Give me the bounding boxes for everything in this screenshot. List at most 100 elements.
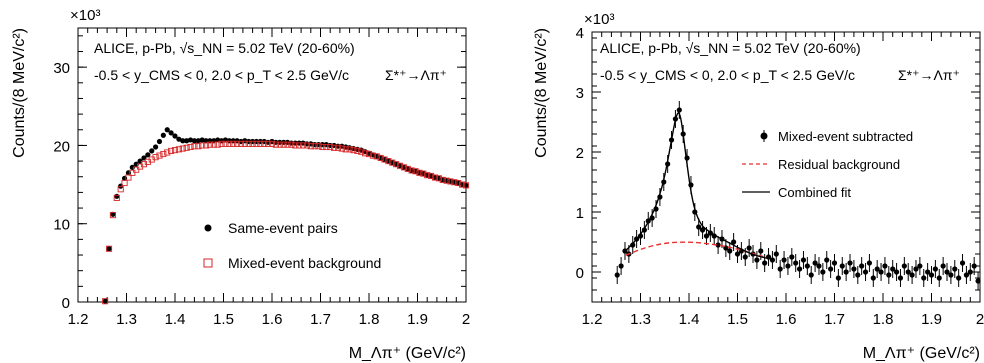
left-point-series1 <box>439 176 446 183</box>
right-point-subtracted <box>796 266 803 272</box>
left-point-series1 <box>299 142 307 149</box>
right-x-tick-label: 1.6 <box>776 311 797 328</box>
right-legend-label-fit: Combined fit <box>778 185 851 200</box>
left-point-series1 <box>272 141 279 148</box>
right-point-subtracted <box>828 266 834 272</box>
right-point-subtracted <box>773 251 779 257</box>
right-x-tick-label: 2 <box>976 311 984 328</box>
left-point-series1 <box>393 161 400 168</box>
right-point-subtracted <box>928 272 935 278</box>
left-point-series1 <box>389 159 396 166</box>
left-point-series1 <box>234 140 241 147</box>
right-point-subtracted <box>808 272 814 278</box>
left-point-series1 <box>109 212 116 219</box>
right-point-subtracted <box>897 275 904 281</box>
left-point-series0 <box>156 138 163 145</box>
right-x-tick-label: 1.9 <box>921 311 942 328</box>
left-x-tick-label: 1.9 <box>407 311 428 328</box>
right-legend-label-residual: Residual background <box>778 157 900 172</box>
left-point-series1 <box>187 143 194 151</box>
right-point-subtracted <box>804 263 810 269</box>
left-x-axis-label: M_Λπ⁺ (GeV/c²) <box>349 345 466 362</box>
right-point-subtracted <box>637 233 644 239</box>
left-point-series1 <box>455 179 462 187</box>
right-point-subtracted <box>630 242 636 248</box>
left-point-series1 <box>296 142 303 149</box>
right-point-subtracted <box>925 269 931 275</box>
left-panel: 1.2 1.3 1.4 1.5 1.6 1.7 1.8 1.9 2 0 10 20 30 ×10³ C… <box>11 7 470 362</box>
left-point-series1 <box>462 182 470 189</box>
right-point-subtracted <box>874 266 880 272</box>
right-y-tick-label: 4 <box>576 25 584 42</box>
left-point-series1 <box>276 141 283 148</box>
right-x-tick-label: 1.2 <box>582 311 603 328</box>
right-annotation-reaction: Σ*⁺→Λπ⁺ <box>898 67 960 83</box>
left-point-series1 <box>280 141 287 148</box>
left-point-series1 <box>408 167 415 174</box>
left-point-series1 <box>237 140 245 147</box>
left-point-series1 <box>152 154 159 161</box>
right-panel: 1.2 1.3 1.4 1.5 1.6 1.7 1.8 1.9 2 0 1 2 3 4 ×10³ Cou… <box>533 11 984 362</box>
right-point-subtracted <box>971 263 977 269</box>
left-point-series1 <box>358 148 365 155</box>
left-point-series1 <box>117 186 124 193</box>
left-point-series1 <box>245 140 252 147</box>
left-point-series1 <box>354 147 361 154</box>
right-point-subtracted <box>909 272 915 278</box>
right-data-marks <box>614 101 981 290</box>
right-residual-background-curve <box>625 241 767 259</box>
left-point-series0 <box>149 148 155 154</box>
right-point-subtracted <box>793 260 799 266</box>
left-point-series1 <box>420 170 427 177</box>
left-point-series1 <box>102 298 109 305</box>
right-x-tick-label: 1.4 <box>679 311 700 328</box>
right-x-tick-label: 1.3 <box>630 311 651 328</box>
right-point-subtracted <box>769 257 776 263</box>
left-point-series1 <box>171 147 179 154</box>
left-point-series1 <box>428 172 435 180</box>
right-y-tick-label: 1 <box>576 205 584 222</box>
left-point-series1 <box>303 142 310 149</box>
left-point-series1 <box>362 150 369 157</box>
left-point-series1 <box>447 178 454 185</box>
right-point-subtracted <box>816 263 822 269</box>
right-combined-fit-curve <box>625 112 767 259</box>
right-annotation-line2: -0.5 < y_CMS < 0, 2.0 < p_T < 2.5 GeV/c <box>600 67 855 83</box>
right-point-subtracted <box>862 269 869 275</box>
right-point-subtracted <box>975 278 981 284</box>
left-point-series1 <box>230 140 237 147</box>
left-point-series0 <box>195 138 201 144</box>
left-point-series1 <box>385 158 392 165</box>
right-point-subtracted <box>734 251 741 257</box>
right-point-subtracted <box>715 242 721 248</box>
left-point-series1 <box>443 177 450 184</box>
right-point-subtracted <box>870 275 876 281</box>
left-annotation-line2: -0.5 < y_CMS < 0, 2.0 < p_T < 2.5 GeV/c <box>94 67 349 83</box>
right-point-subtracted <box>800 257 807 263</box>
left-y-tick-label: 30 <box>53 60 70 77</box>
left-point-series1 <box>400 164 407 171</box>
left-legend-marker-mixed <box>203 258 213 268</box>
right-point-subtracted <box>746 245 752 251</box>
left-point-series1 <box>435 175 442 182</box>
left-x-tick-label: 2 <box>462 311 470 328</box>
right-point-subtracted <box>956 275 962 281</box>
right-point-subtracted <box>917 263 923 269</box>
left-point-series0 <box>153 144 159 150</box>
right-point-subtracted <box>727 248 733 254</box>
right-point-subtracted <box>676 107 682 113</box>
left-point-series1 <box>105 245 113 252</box>
right-point-subtracted <box>781 257 787 263</box>
right-point-subtracted <box>785 263 791 269</box>
right-point-subtracted <box>831 260 838 266</box>
left-point-series1 <box>241 140 248 147</box>
right-point-subtracted <box>843 269 849 275</box>
left-point-series0 <box>180 138 186 144</box>
left-point-series1 <box>168 147 175 154</box>
left-y-tick-label: 20 <box>53 138 70 155</box>
left-point-series0 <box>199 137 205 143</box>
right-point-subtracted <box>812 260 818 266</box>
right-point-subtracted <box>952 266 958 272</box>
right-point-subtracted <box>882 263 888 269</box>
right-point-subtracted <box>890 266 896 272</box>
